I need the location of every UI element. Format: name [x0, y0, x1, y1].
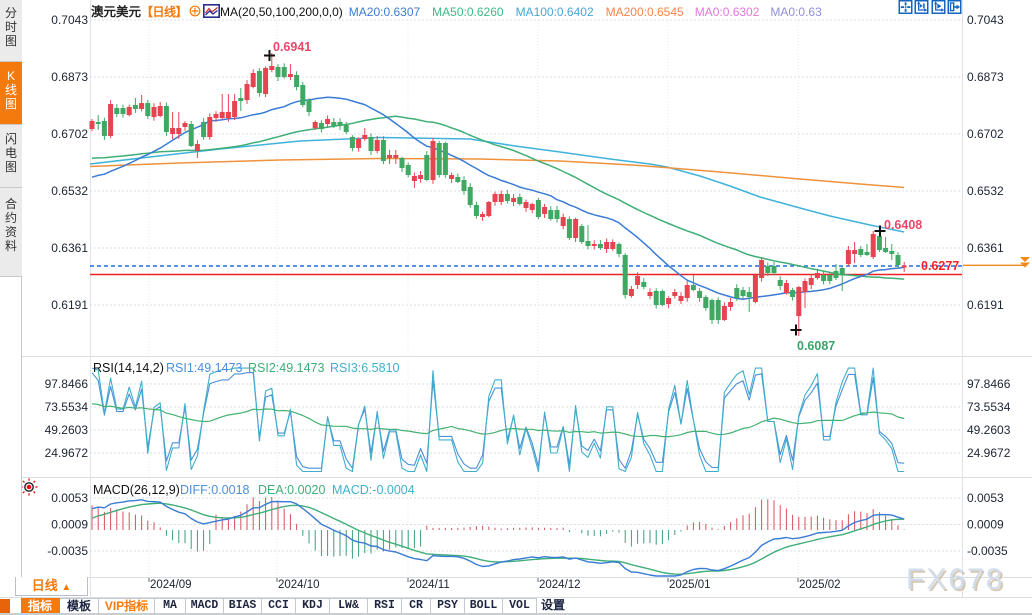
- svg-text:73.5534: 73.5534: [45, 400, 89, 414]
- svg-text:MACD(26,12,9): MACD(26,12,9): [93, 483, 180, 497]
- svg-text:RSI3:6.5810: RSI3:6.5810: [330, 361, 400, 375]
- svg-text:-0.0035: -0.0035: [47, 544, 88, 558]
- svg-text:RSI1:49.1473: RSI1:49.1473: [166, 361, 242, 375]
- svg-text:0.6361: 0.6361: [967, 241, 1004, 255]
- svg-text:24.9672: 24.9672: [45, 446, 89, 460]
- svg-text:0.6873: 0.6873: [967, 70, 1004, 84]
- svg-text:2024/12: 2024/12: [539, 579, 581, 591]
- svg-text:0.6087: 0.6087: [797, 339, 835, 353]
- svg-text:MACD:-0.0004: MACD:-0.0004: [332, 483, 415, 497]
- svg-text:2025/02: 2025/02: [799, 579, 841, 591]
- svg-text:FX678: FX678: [906, 563, 1004, 596]
- svg-text:24.9672: 24.9672: [967, 446, 1011, 460]
- svg-text:97.8466: 97.8466: [45, 377, 89, 391]
- svg-text:49.2603: 49.2603: [967, 423, 1011, 437]
- svg-text:2024/11: 2024/11: [409, 579, 450, 591]
- svg-text:0.6941: 0.6941: [273, 40, 311, 54]
- svg-text:0.7043: 0.7043: [51, 13, 88, 27]
- svg-text:0.0009: 0.0009: [51, 518, 88, 532]
- svg-text:FX678: FX678: [908, 565, 1006, 598]
- svg-text:0.6702: 0.6702: [51, 127, 88, 141]
- svg-text:0.6191: 0.6191: [967, 298, 1004, 312]
- svg-text:2024/10: 2024/10: [278, 579, 320, 591]
- svg-text:73.5534: 73.5534: [967, 400, 1011, 414]
- svg-text:0.0053: 0.0053: [967, 491, 1004, 505]
- svg-text:0.6408: 0.6408: [884, 218, 922, 232]
- svg-text:-0.0035: -0.0035: [967, 544, 1008, 558]
- svg-text:0.6873: 0.6873: [51, 70, 88, 84]
- svg-text:49.2603: 49.2603: [45, 423, 89, 437]
- svg-text:97.8466: 97.8466: [967, 377, 1011, 391]
- svg-text:0.6702: 0.6702: [967, 127, 1004, 141]
- svg-text:0.6361: 0.6361: [51, 241, 88, 255]
- svg-text:0.7043: 0.7043: [967, 13, 1004, 27]
- svg-text:RSI(14,14,2): RSI(14,14,2): [93, 361, 164, 375]
- svg-text:0.0009: 0.0009: [967, 518, 1004, 532]
- svg-text:DIFF:0.0018: DIFF:0.0018: [180, 483, 250, 497]
- svg-text:0.0053: 0.0053: [51, 491, 88, 505]
- svg-text:2024/09: 2024/09: [150, 579, 192, 591]
- svg-text:DEA:0.0020: DEA:0.0020: [258, 483, 325, 497]
- svg-text:0.6532: 0.6532: [967, 184, 1004, 198]
- svg-text:0.6191: 0.6191: [51, 298, 88, 312]
- svg-text:2025/01: 2025/01: [669, 579, 711, 591]
- svg-text:RSI2:49.1473: RSI2:49.1473: [248, 361, 324, 375]
- svg-text:0.6277: 0.6277: [921, 259, 959, 273]
- svg-text:0.6532: 0.6532: [51, 184, 88, 198]
